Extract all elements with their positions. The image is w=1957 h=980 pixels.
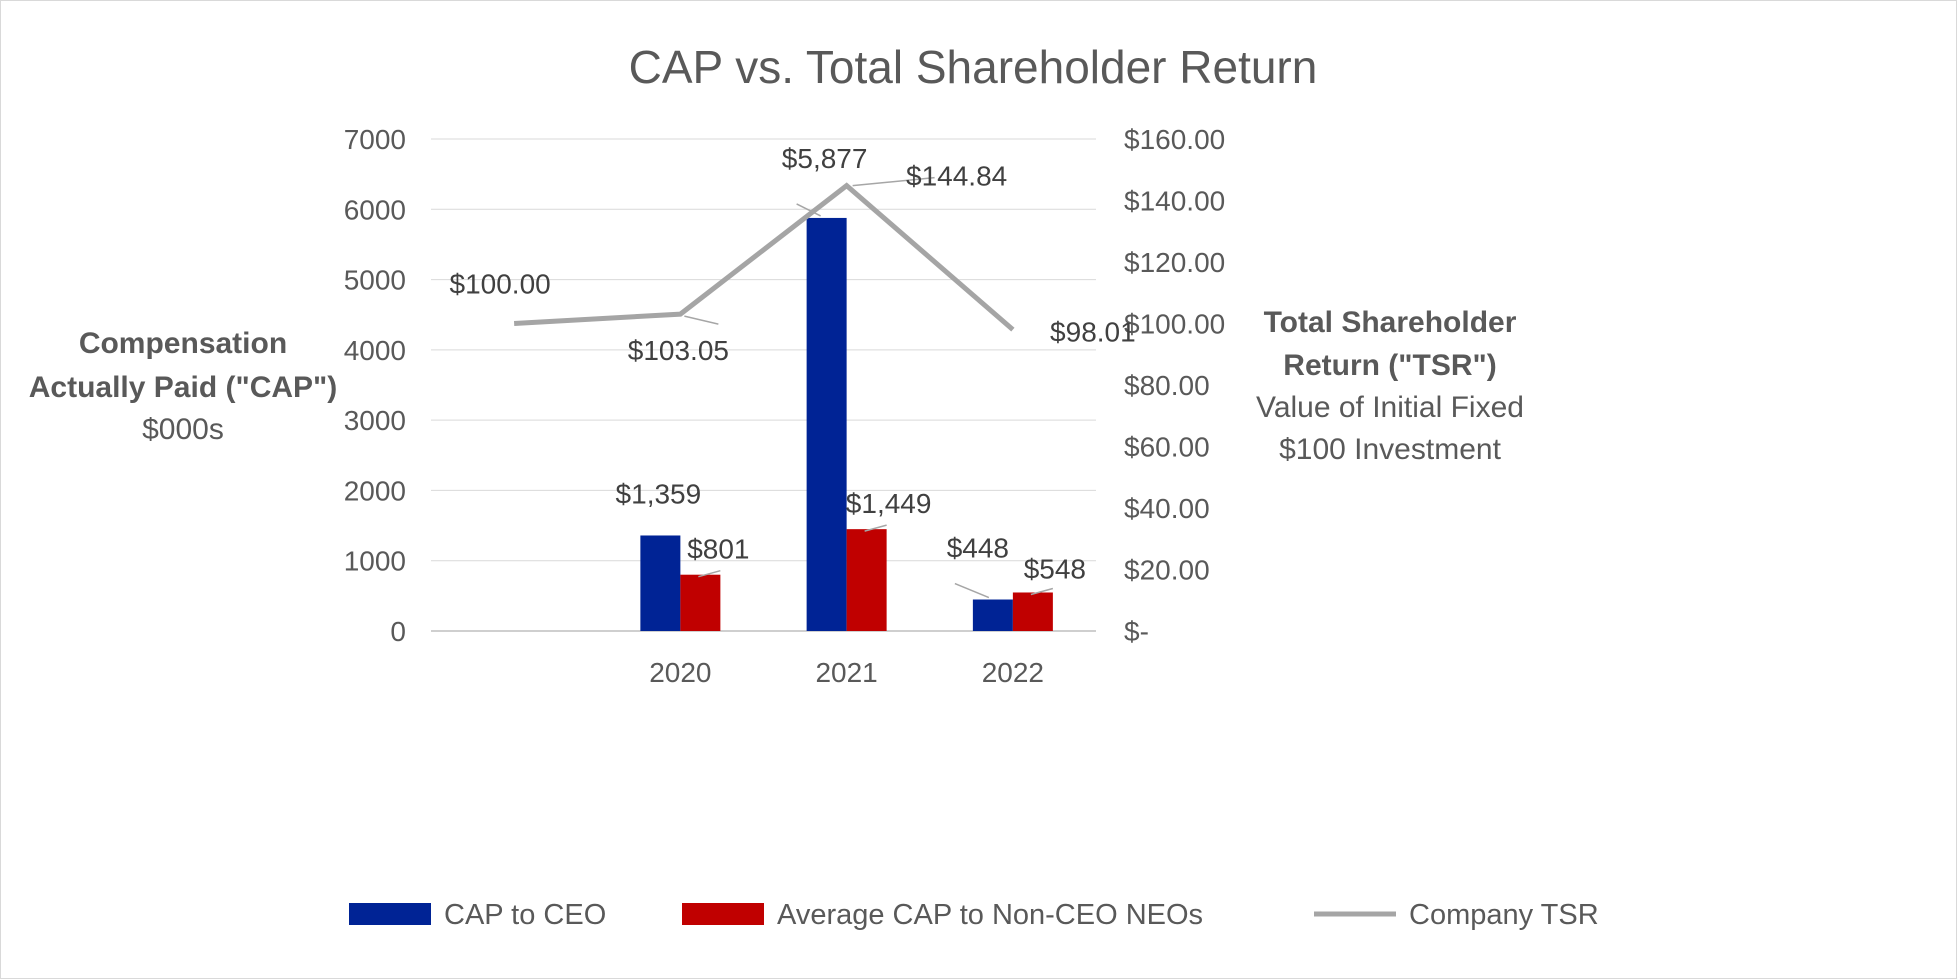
x-tick-label: 2020 xyxy=(649,657,711,688)
right-tick-label: $80.00 xyxy=(1124,370,1210,401)
right-axis-title-desc: $100 Investment xyxy=(1279,433,1501,466)
bar-cap-neo xyxy=(680,574,721,631)
leader-line xyxy=(796,203,821,217)
right-axis-ticks: $- $20.00 $40.00 $60.00 $80.00 $100.00 $120.00… xyxy=(1124,124,1225,647)
right-tick-label: $140.00 xyxy=(1124,186,1225,217)
bars xyxy=(640,217,1053,632)
chart-title: CAP vs. Total Shareholder Return xyxy=(629,41,1318,93)
data-label-cap-ceo: $1,359 xyxy=(616,478,702,509)
left-axis-title-line: Actually Paid ("CAP") xyxy=(29,371,338,404)
legend-label: Average CAP to Non-CEO NEOs xyxy=(777,899,1203,931)
right-axis-title-desc: Value of Initial Fixed xyxy=(1256,391,1524,424)
legend-label: CAP to CEO xyxy=(444,899,606,931)
leader-line xyxy=(684,315,719,325)
data-label-cap-neo: $548 xyxy=(1024,553,1086,584)
label-leaders xyxy=(684,176,1054,599)
data-label-cap-ceo: $448 xyxy=(947,533,1009,564)
right-axis-title: Total Shareholder Return ("TSR") Value of … xyxy=(1256,306,1524,466)
right-tick-label: $120.00 xyxy=(1124,247,1225,278)
right-tick-label: $40.00 xyxy=(1124,493,1210,524)
data-labels: $1,359 $5,877 $448 $801 $1,449 $548 $100.00 $10… xyxy=(450,143,1136,585)
data-label-tsr: $103.05 xyxy=(628,335,729,366)
bar-cap-ceo xyxy=(972,599,1013,631)
leader-line xyxy=(852,176,935,187)
bar-cap-ceo xyxy=(640,535,681,631)
left-tick-label: 0 xyxy=(390,616,406,647)
x-tick-label: 2021 xyxy=(815,657,877,688)
left-tick-label: 1000 xyxy=(344,546,406,577)
leader-line xyxy=(954,582,990,599)
data-label-cap-ceo: $5,877 xyxy=(782,143,868,174)
left-tick-label: 2000 xyxy=(344,475,406,506)
left-axis-title-unit: $000s xyxy=(142,413,224,446)
left-axis-title: Compensation Actually Paid ("CAP") $000s xyxy=(29,327,338,446)
data-label-cap-neo: $1,449 xyxy=(846,488,932,519)
legend-swatch xyxy=(682,903,764,925)
right-tick-label: $100.00 xyxy=(1124,309,1225,340)
x-axis-ticks: 2020 2021 2022 xyxy=(649,657,1044,688)
legend-label: Company TSR xyxy=(1409,899,1599,931)
data-label-tsr: $144.84 xyxy=(906,161,1007,192)
left-tick-label: 5000 xyxy=(344,265,406,296)
right-tick-label: $160.00 xyxy=(1124,124,1225,155)
legend: CAP to CEO Average CAP to Non-CEO NEOs Com… xyxy=(349,899,1599,931)
leader-line xyxy=(698,569,721,578)
left-tick-label: 3000 xyxy=(344,405,406,436)
tsr-line xyxy=(513,182,1015,332)
left-axis-title-line: Compensation xyxy=(79,327,287,360)
data-label-tsr: $98.01 xyxy=(1050,317,1136,348)
right-axis-title-line: Return ("TSR") xyxy=(1283,349,1496,382)
right-tick-label: $- xyxy=(1124,616,1149,647)
left-tick-label: 6000 xyxy=(344,194,406,225)
data-label-cap-neo: $801 xyxy=(687,534,749,565)
left-tick-label: 7000 xyxy=(344,124,406,155)
tsr-line-path xyxy=(513,182,1015,332)
right-tick-label: $60.00 xyxy=(1124,432,1210,463)
right-tick-label: $20.00 xyxy=(1124,555,1210,586)
leader-line xyxy=(1030,587,1054,596)
left-tick-label: 4000 xyxy=(344,335,406,366)
left-axis-ticks: 0 1000 2000 3000 4000 5000 6000 7000 xyxy=(344,124,406,647)
legend-swatch xyxy=(349,903,431,925)
bar-cap-neo xyxy=(1012,592,1053,631)
leader-line xyxy=(864,524,887,532)
right-axis-title-line: Total Shareholder xyxy=(1264,306,1517,339)
x-tick-label: 2022 xyxy=(982,657,1044,688)
data-label-tsr: $100.00 xyxy=(450,269,551,300)
bar-cap-neo xyxy=(846,529,887,631)
bar-cap-ceo xyxy=(806,217,847,632)
